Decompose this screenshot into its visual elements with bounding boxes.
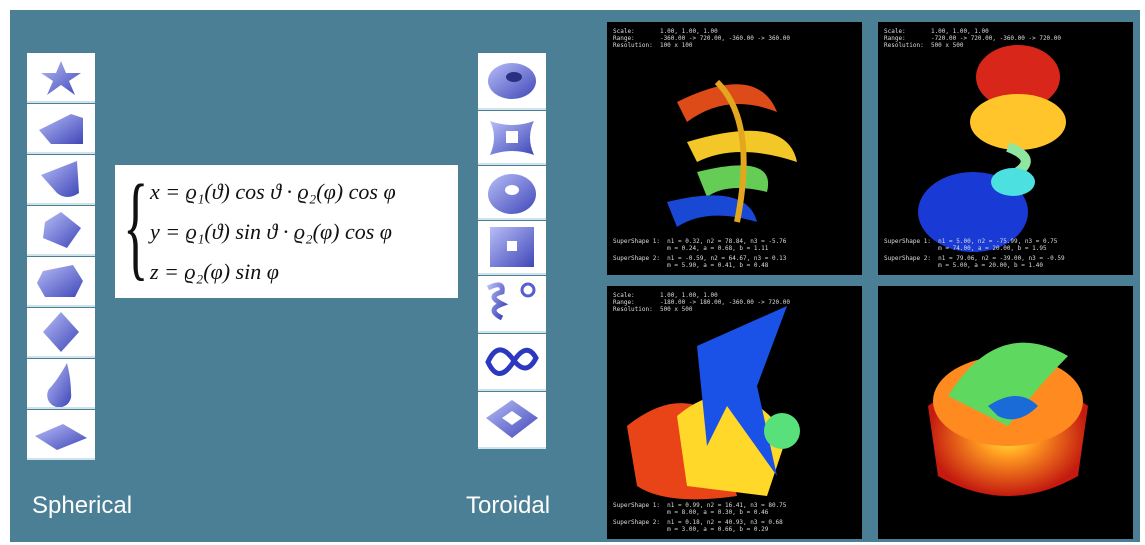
formula-line: y = ϱ₁(ϑ) sin ϑ · ϱ₂(φ) cos φ bbox=[150, 219, 392, 244]
panel-header-text: Range: -180.00 -> 180.00, -360.00 -> 720… bbox=[613, 299, 791, 306]
shape-icon bbox=[27, 206, 95, 256]
panel-footer-text: SuperShape 2: n1 = 79.06, n2 = -39.00, n… bbox=[884, 255, 1065, 262]
panel-header-text: Scale: 1.00, 1.00, 1.00 bbox=[613, 292, 718, 299]
panel-footer-text: m = 3.00, a = 0.66, b = 0.29 bbox=[613, 526, 769, 533]
panel-footer-text: m = 0.24, a = 0.68, b = 1.11 bbox=[613, 245, 769, 252]
panel-header-text: Range: -360.00 -> 720.00, -360.00 -> 360… bbox=[613, 35, 791, 42]
shape-icon bbox=[478, 53, 546, 110]
spherical-label: Spherical bbox=[32, 492, 133, 519]
panel-header-text: Scale: 1.00, 1.00, 1.00 bbox=[884, 28, 989, 35]
panel-footer-text: m = 8.00, a = 0.30, b = 0.46 bbox=[613, 509, 769, 516]
shape-icon bbox=[27, 257, 95, 307]
toroidal-label: Toroidal bbox=[466, 492, 551, 519]
figure: Spherical { x = ϱ₁(ϑ) cos ϑ · ϱ₂(φ) cos … bbox=[10, 10, 1140, 542]
shape-icon bbox=[27, 410, 95, 460]
shape-icon bbox=[27, 53, 95, 103]
formula-line: z = ϱ₂(φ) sin φ bbox=[150, 259, 279, 284]
shape-icon bbox=[478, 392, 546, 449]
shape-icon bbox=[27, 104, 95, 154]
render-panel: Scale: 1.00, 1.00, 1.00 Range: -180.00 ->… bbox=[607, 286, 862, 539]
render-panel bbox=[878, 286, 1133, 539]
panel-footer-text: m = 74.00, a = 20.00, b = 1.95 bbox=[884, 245, 1047, 252]
panel-footer-text: SuperShape 1: n1 = 0.32, n2 = 78.84, n3 … bbox=[613, 238, 787, 245]
shape-icon bbox=[27, 359, 95, 409]
shape-icon bbox=[478, 166, 546, 220]
formula-line: x = ϱ₁(ϑ) cos ϑ · ϱ₂(φ) cos φ bbox=[150, 179, 396, 204]
panel-footer-text: m = 5.00, a = 20.00, b = 1.40 bbox=[884, 262, 1043, 269]
panel-header-text: Resolution: 500 x 500 bbox=[884, 42, 964, 49]
panel-footer-text: SuperShape 2: n1 = 0.18, n2 = 40.93, n3 … bbox=[613, 519, 783, 526]
panel-header-text: Range: -720.00 -> 720.00, -360.00 -> 720… bbox=[884, 35, 1062, 42]
render-panel: Scale: 1.00, 1.00, 1.00 Range: -360.00 ->… bbox=[607, 22, 862, 275]
shape-icon bbox=[27, 308, 95, 358]
shape-icon bbox=[478, 276, 546, 333]
shape-icon bbox=[27, 155, 95, 205]
brace: { bbox=[123, 160, 149, 291]
render-panel: Scale: 1.00, 1.00, 1.00 Range: -720.00 ->… bbox=[878, 22, 1133, 275]
shape-icon bbox=[478, 334, 546, 391]
panel-header-text: Resolution: 500 x 500 bbox=[613, 306, 693, 313]
formula-box: { x = ϱ₁(ϑ) cos ϑ · ϱ₂(φ) cos φ y = ϱ₁(ϑ… bbox=[115, 165, 458, 298]
panel-footer-text: m = 5.90, a = 0.41, b = 0.48 bbox=[613, 262, 769, 269]
shape-icon bbox=[478, 111, 546, 165]
panel-header-text: Scale: 1.00, 1.00, 1.00 bbox=[613, 28, 718, 35]
panel-header-text: Resolution: 100 x 100 bbox=[613, 42, 693, 49]
panel-footer-text: SuperShape 1: n1 = 0.99, n2 = 16.41, n3 … bbox=[613, 502, 787, 509]
panel-footer-text: SuperShape 2: n1 = -0.59, n2 = 64.67, n3… bbox=[613, 255, 787, 262]
shape-icon bbox=[478, 221, 546, 275]
panel-footer-text: SuperShape 1: n1 = 5.00, n2 = -75.99, n3… bbox=[884, 238, 1058, 245]
